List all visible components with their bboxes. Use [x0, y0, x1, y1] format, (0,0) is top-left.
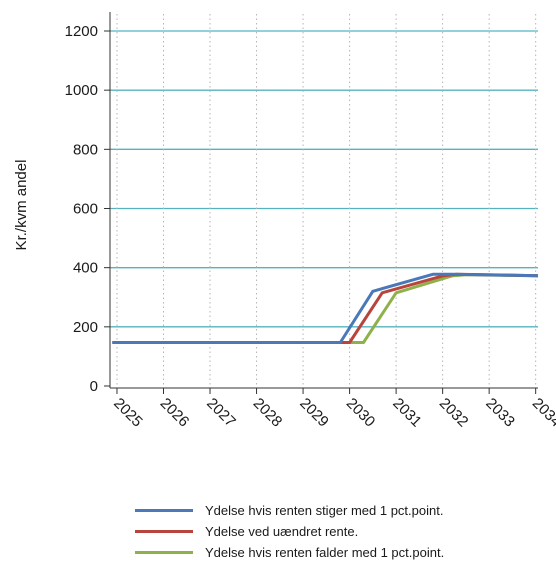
- legend-label: Ydelse hvis renten falder med 1 pct.poin…: [205, 545, 444, 560]
- x-tick-label: 2028: [250, 395, 286, 431]
- legend-swatch: [135, 551, 193, 554]
- x-tick-label: 2029: [296, 395, 332, 431]
- legend-item: Ydelse hvis renten stiger med 1 pct.poin…: [135, 500, 444, 521]
- x-tick-label: 2030: [343, 395, 379, 431]
- series-lines: [112, 274, 538, 342]
- y-tick-label: 200: [73, 319, 98, 336]
- x-tick-label: 2033: [482, 395, 518, 431]
- x-tick-labels: 2025 2026 2027 2028 2029 2030 2031 2032 2033 2034: [110, 395, 556, 431]
- series-line: [112, 274, 538, 342]
- legend-swatch: [135, 509, 193, 512]
- x-tick-label: 2032: [436, 395, 472, 431]
- y-tick-label: 600: [73, 201, 98, 218]
- legend-swatch: [135, 530, 193, 533]
- y-axis-title: Kr./kvm andel: [13, 160, 30, 251]
- x-tick-label: 2034: [529, 395, 556, 431]
- y-tick-label: 0: [90, 378, 98, 395]
- legend-label: Ydelse hvis renten stiger med 1 pct.poin…: [205, 503, 443, 518]
- series-line: [112, 274, 538, 342]
- x-tick-label: 2027: [203, 395, 239, 431]
- y-tick-label: 1000: [65, 82, 98, 99]
- x-tick-label: 2031: [389, 395, 425, 431]
- y-tick-labels: 0 200 400 600 800 1000 1200: [65, 23, 98, 395]
- series-line: [131, 275, 538, 343]
- x-tick-label: 2025: [110, 395, 146, 431]
- y-tick-label: 800: [73, 141, 98, 158]
- legend: Ydelse hvis renten stiger med 1 pct.poin…: [135, 500, 444, 563]
- horizontal-gridlines: [110, 31, 538, 327]
- vertical-gridlines: [117, 14, 536, 388]
- y-tick-label: 1200: [65, 23, 98, 40]
- axes: [104, 12, 538, 394]
- legend-item: Ydelse ved uændret rente.: [135, 521, 444, 542]
- x-tick-label: 2026: [157, 395, 193, 431]
- legend-label: Ydelse ved uændret rente.: [205, 524, 358, 539]
- y-tick-label: 400: [73, 260, 98, 277]
- legend-item: Ydelse hvis renten falder med 1 pct.poin…: [135, 542, 444, 563]
